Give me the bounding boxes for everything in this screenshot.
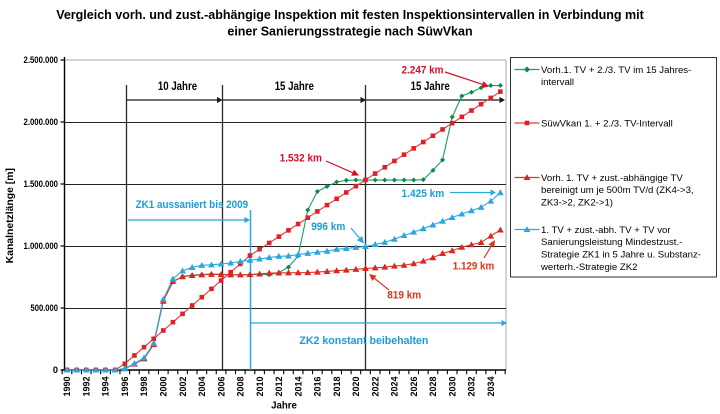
svg-text:1996: 1996	[120, 377, 130, 397]
svg-text:Kanalnetzlänge [m]: Kanalnetzlänge [m]	[5, 168, 16, 263]
svg-text:ZK2 konstant beibehalten: ZK2 konstant beibehalten	[299, 335, 428, 347]
svg-text:einer Sanierungsstrategie nach: einer Sanierungsstrategie nach SüwVkan	[227, 25, 472, 39]
svg-text:1.129 km: 1.129 km	[453, 261, 495, 273]
svg-text:2002: 2002	[178, 377, 188, 397]
svg-text:Jahre: Jahre	[271, 400, 297, 411]
svg-text:2000: 2000	[159, 377, 169, 397]
svg-text:SüwVkan 1. + 2./3. TV-Interval: SüwVkan 1. + 2./3. TV-Intervall	[541, 118, 673, 129]
svg-text:15 Jahre: 15 Jahre	[275, 81, 314, 93]
svg-text:2018: 2018	[332, 377, 342, 397]
svg-text:2006: 2006	[216, 377, 226, 397]
svg-text:2.247 km: 2.247 km	[402, 64, 444, 76]
svg-text:werterh.-Strategie ZK2: werterh.-Strategie ZK2	[540, 262, 638, 273]
svg-text:1.500.000: 1.500.000	[24, 179, 59, 189]
svg-text:Sanierungsleistung Mindestzust: Sanierungsleistung Mindestzust.-	[541, 237, 682, 248]
svg-text:996 km: 996 km	[311, 221, 345, 233]
svg-text:2026: 2026	[409, 377, 419, 397]
svg-text:2014: 2014	[293, 377, 303, 397]
svg-text:1990: 1990	[62, 377, 72, 397]
svg-text:2030: 2030	[447, 377, 457, 397]
svg-text:2024: 2024	[390, 377, 400, 397]
svg-text:2034: 2034	[486, 377, 496, 397]
svg-text:10 Jahre: 10 Jahre	[158, 81, 197, 93]
svg-text:819 km: 819 km	[387, 290, 421, 302]
svg-text:15 Jahre: 15 Jahre	[411, 81, 450, 93]
svg-text:2004: 2004	[197, 377, 207, 397]
svg-text:1994: 1994	[101, 377, 111, 397]
svg-text:ZK1 aussaniert bis 2009: ZK1 aussaniert bis 2009	[136, 199, 249, 211]
svg-text:0: 0	[53, 365, 58, 375]
svg-text:2.500.000: 2.500.000	[24, 55, 59, 65]
svg-text:Vorh.1. TV + 2./3. TV im 15 Ja: Vorh.1. TV + 2./3. TV im 15 Jahres-	[541, 65, 691, 76]
svg-text:1.532 km: 1.532 km	[280, 152, 322, 164]
svg-text:2028: 2028	[428, 377, 438, 397]
svg-text:2022: 2022	[370, 377, 380, 397]
svg-text:2032: 2032	[467, 377, 477, 397]
svg-text:1998: 1998	[139, 377, 149, 397]
svg-text:Vergleich vorh. und zust.-abhä: Vergleich vorh. und zust.-abhängige Insp…	[56, 8, 644, 22]
svg-text:1.000.000: 1.000.000	[24, 241, 59, 251]
svg-text:2.000.000: 2.000.000	[24, 117, 59, 127]
svg-text:1. TV + zust.-abh. TV + TV vor: 1. TV + zust.-abh. TV + TV vor	[541, 225, 671, 236]
svg-text:Vorh. 1. TV + zust.-abhängige: Vorh. 1. TV + zust.-abhängige TV	[541, 173, 683, 184]
svg-text:Strategie ZK1 in 5 Jahre u. Su: Strategie ZK1 in 5 Jahre u. Substanz-	[541, 250, 701, 261]
svg-text:500.000: 500.000	[31, 303, 59, 313]
svg-text:1992: 1992	[81, 377, 91, 397]
svg-text:1.425 km: 1.425 km	[402, 188, 445, 200]
svg-text:2012: 2012	[274, 377, 284, 397]
svg-text:2020: 2020	[351, 377, 361, 397]
svg-text:2010: 2010	[255, 377, 265, 397]
svg-text:ZK3->2, ZK2->1): ZK3->2, ZK2->1)	[541, 198, 613, 209]
svg-text:2016: 2016	[313, 377, 323, 397]
svg-text:2008: 2008	[236, 377, 246, 397]
svg-text:intervall: intervall	[541, 77, 574, 88]
svg-text:bereinigt um je 500m TV/d (ZK4: bereinigt um je 500m TV/d (ZK4->3,	[541, 185, 694, 196]
